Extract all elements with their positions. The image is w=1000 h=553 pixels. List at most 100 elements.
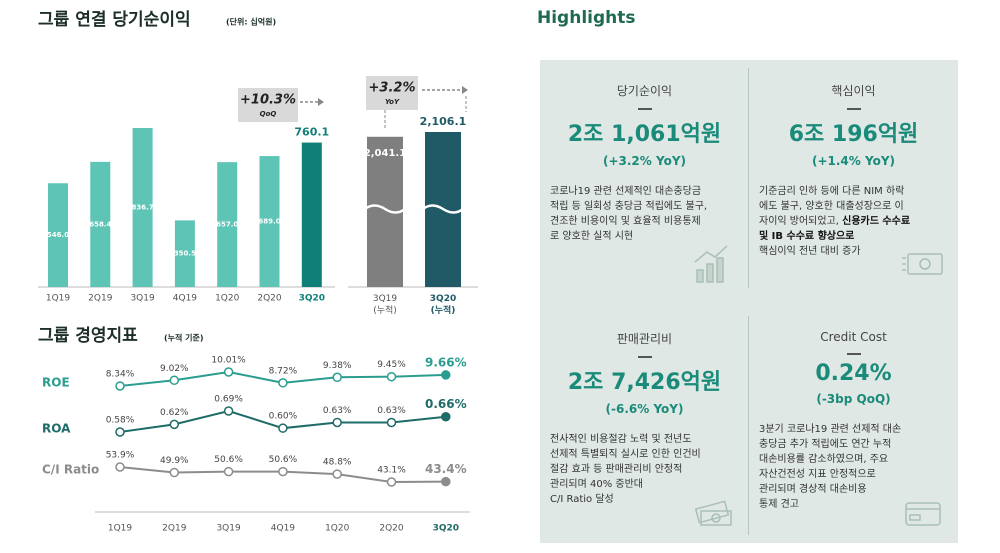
value-label: 9.02% (160, 364, 189, 374)
body-text: 관리되며 경상적 대손비용 (759, 483, 867, 495)
annotation-box (366, 76, 418, 110)
body-text: 자이익 방어되었고, (759, 216, 843, 227)
bar (132, 128, 153, 287)
highlight-box: 판매관리비 2조 7,426억원 (-6.6% YoY) 전사적인 비용절감 노력 및… (540, 308, 749, 544)
annotation-box (238, 88, 298, 122)
x-tick-label: 3Q20 (433, 524, 459, 534)
value-label: 0.63% (377, 406, 406, 416)
point (386, 371, 397, 382)
value-label: 43.4% (425, 462, 467, 476)
dash (637, 355, 652, 358)
body-text: 기준금리 인하 등에 다른 NIM 하락 (759, 186, 905, 197)
body-text: 및 IB 수수료 향상으로 (759, 231, 855, 242)
body-text: 충당금 추가 적립에도 연간 누적 (759, 438, 892, 450)
point (441, 476, 451, 487)
chart-title: 그룹 경영지표 (38, 326, 138, 346)
value-label: 658.4 (89, 220, 111, 228)
bar (48, 183, 68, 287)
point (386, 477, 397, 487)
value-label: 760.1 (294, 126, 329, 139)
value-label: 0.66% (425, 397, 467, 411)
chart-subtitle: (단위: 십억원) (226, 17, 276, 27)
bar (217, 162, 238, 287)
legend-label: C/I Ratio (42, 463, 99, 477)
value-label: 657.0 (216, 221, 238, 229)
box-change: (+3.2% YoY) (602, 154, 686, 168)
icon (694, 500, 732, 526)
point (278, 378, 288, 388)
value-label: 9.38% (323, 361, 352, 371)
point (278, 466, 288, 477)
value-label: 50.6% (214, 455, 243, 465)
bar (301, 142, 322, 287)
box-title: 당기순이익 (616, 84, 673, 98)
body-line: 견조한 비용이익 및 효율적 비용통제 (550, 214, 749, 229)
body-text: 핵심이익 전년 대비 증가 (759, 246, 861, 257)
body-text: 3분기 코로나19 관련 선제적 대손 (759, 423, 902, 435)
x-tick-label: 3Q19 (130, 294, 155, 304)
body-line: 통제 견고 (759, 497, 958, 512)
body-line: 기준금리 인하 등에 다른 NIM 하락 (759, 184, 958, 199)
point (441, 411, 451, 422)
body-line: 3분기 코로나19 관련 선제적 대손 (759, 422, 958, 437)
body-line: 에도 불구, 양호한 대출성장으로 이 (759, 199, 958, 214)
body-line: 로 양호한 실적 시현 (550, 229, 749, 244)
value-label: 49.9% (160, 456, 189, 466)
value-label: 0.63% (323, 406, 352, 416)
body-line: 절감 효과 등 판매관리비 안정적 (550, 462, 749, 477)
icon (902, 252, 943, 275)
box-value: 6조 196억원 (788, 122, 919, 147)
x-tick-label: 2Q19 (88, 294, 113, 304)
x-tick-label: 3Q20 (누적) (430, 294, 456, 316)
body-text: 통제 견고 (759, 498, 799, 510)
box-body: 3분기 코로나19 관련 선제적 대손 충당금 추가 적립에도 연간 누적 대손비용… (759, 422, 958, 512)
body-line: 충당금 추가 적립에도 연간 누적 (759, 437, 958, 452)
highlights-title: Highlights (537, 8, 636, 28)
body-text: 견조한 비용이익 및 효율적 비용통제 (550, 216, 701, 227)
value-label: 0.58% (106, 416, 135, 426)
point (115, 462, 125, 472)
body-line: 핵심이익 전년 대비 증가 (759, 244, 958, 259)
box-title: 핵심이익 (831, 84, 876, 98)
body-text: 적립 등 일회성 충당금 적립에도 불구, (550, 201, 708, 212)
icon (905, 502, 941, 526)
x-tick-label: 4Q19 (271, 524, 296, 534)
chart-subtitle: (누적 기준) (164, 333, 204, 343)
value-label: 8.72% (269, 366, 298, 376)
charts: 그룹 연결 당기순이익 (단위: 십억원) 그룹 경영지표 (누적 기준) 54… (38, 10, 478, 534)
value-label: 2,106.1 (420, 115, 467, 128)
point (278, 423, 288, 433)
value-label: 2,041.1 (364, 148, 406, 159)
body-line: 적립 등 일회성 충당금 적립에도 불구, (550, 199, 749, 214)
box-value: 2조 7,426억원 (567, 369, 722, 395)
x-tick-label: 2Q19 (162, 524, 187, 534)
legend-label: ROA (42, 422, 71, 436)
value-label: 0.60% (269, 412, 298, 422)
body-line: 및 IB 수수료 향상으로 (759, 229, 958, 244)
highlight-box: Credit Cost 0.24% (-3bp QoQ) 3분기 코로나19 관련 선… (749, 308, 958, 544)
value-label: 0.62% (160, 408, 189, 418)
highlights: 당기순이익 2조 1,061억원 (+3.2% YoY) 코로나19 관련 선제적인 … (540, 60, 958, 543)
point (223, 367, 234, 377)
box-body: 전사적인 비용절감 노력 및 전년도 선제적 특별퇴직 실시로 인한 인건비 절감 … (550, 432, 749, 507)
annotation-label: YoY (385, 98, 400, 106)
box-change: (-6.6% YoY) (605, 401, 684, 416)
bar (174, 220, 195, 287)
body-line: C/I Ratio 달성 (550, 492, 749, 507)
annotation: +3.2% (369, 81, 416, 96)
value-label: 53.9% (106, 451, 135, 461)
body-text: 코로나19 관련 선제적인 대손충당금 (550, 186, 702, 197)
value-label: 8.34% (106, 370, 135, 380)
body-line: 코로나19 관련 선제적인 대손충당금 (550, 184, 749, 199)
point (441, 370, 451, 380)
body-text: 관리되며 40% 중반대 (550, 478, 643, 490)
body-line: 관리되며 경상적 대손비용 (759, 482, 958, 497)
x-tick-label: 1Q19 (46, 294, 71, 304)
box-value: 2조 1,061억원 (567, 122, 722, 147)
body-line: 자산건전성 지표 안정적으로 (759, 467, 958, 482)
arrow-head (462, 86, 468, 94)
body-text: 로 양호한 실적 시현 (550, 231, 634, 242)
arrow-head (318, 98, 324, 106)
value-label: 546.0 (47, 231, 69, 239)
